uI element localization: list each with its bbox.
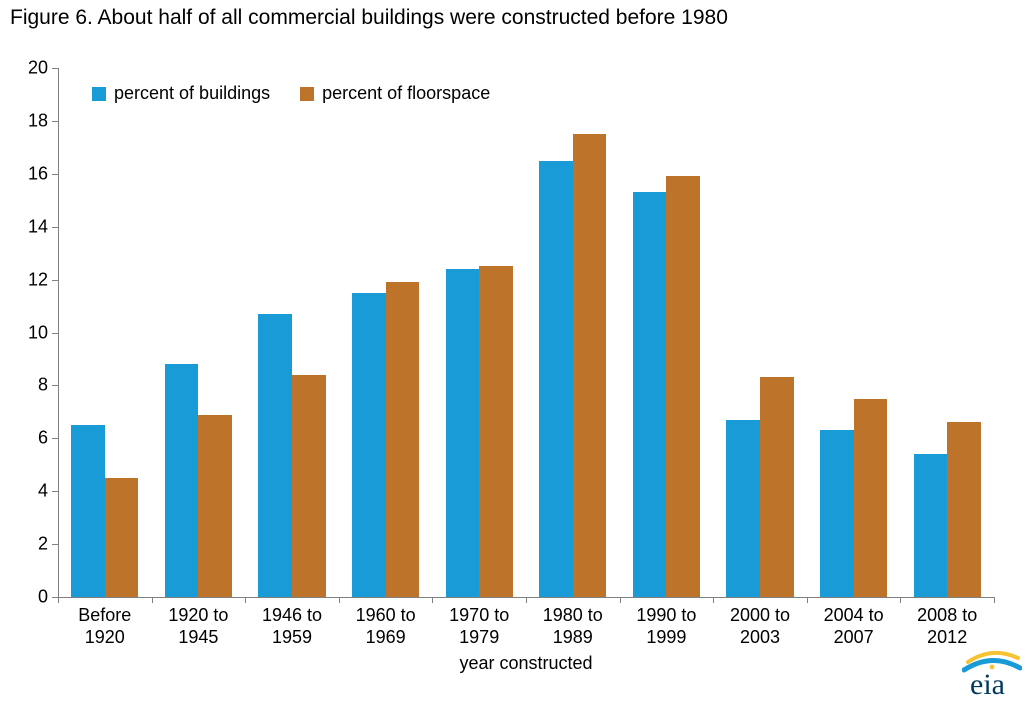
logo-text: eia <box>970 668 1005 700</box>
y-tick-mark <box>52 227 58 228</box>
y-tick-label: 20 <box>14 58 48 79</box>
y-tick-label: 12 <box>14 269 48 290</box>
chart-bar <box>633 192 667 597</box>
y-tick-mark <box>52 385 58 386</box>
chart-bar <box>854 399 888 597</box>
eia-logo: eia <box>962 644 1022 700</box>
x-tick-mark <box>807 597 808 603</box>
chart-title: Figure 6. About half of all commercial b… <box>10 6 728 30</box>
y-tick-label: 4 <box>14 481 48 502</box>
chart-bar <box>666 176 700 597</box>
x-tick-label: 1960 to 1969 <box>339 605 433 648</box>
y-tick-mark <box>52 121 58 122</box>
y-tick-label: 10 <box>14 322 48 343</box>
y-tick-label: 6 <box>14 428 48 449</box>
x-tick-label: 1990 to 1999 <box>620 605 714 648</box>
y-tick-label: 8 <box>14 375 48 396</box>
x-tick-mark <box>900 597 901 603</box>
chart-bar <box>914 454 948 597</box>
x-tick-label: 2008 to 2012 <box>900 605 994 648</box>
chart-bar <box>386 282 420 597</box>
chart-bar <box>539 161 573 597</box>
x-tick-label: 1920 to 1945 <box>152 605 246 648</box>
y-axis-line <box>58 68 59 597</box>
chart-bar <box>165 364 199 597</box>
y-tick-label: 2 <box>14 534 48 555</box>
y-tick-label: 14 <box>14 216 48 237</box>
x-tick-mark <box>152 597 153 603</box>
chart-bar <box>105 478 139 597</box>
chart-bar <box>446 269 480 597</box>
x-tick-mark <box>432 597 433 603</box>
x-tick-mark <box>245 597 246 603</box>
x-tick-mark <box>339 597 340 603</box>
chart-bar <box>820 430 854 597</box>
eia-logo-svg: eia <box>962 644 1022 700</box>
y-tick-label: 0 <box>14 587 48 608</box>
y-tick-mark <box>52 438 58 439</box>
chart-plot-area: 02468101214161820Before 19201920 to 1945… <box>58 68 994 597</box>
x-tick-label: 1970 to 1979 <box>432 605 526 648</box>
chart-bar <box>479 266 513 597</box>
y-tick-mark <box>52 280 58 281</box>
y-tick-mark <box>52 68 58 69</box>
x-tick-label: 1980 to 1989 <box>526 605 620 648</box>
x-tick-mark <box>58 597 59 603</box>
y-tick-mark <box>52 544 58 545</box>
x-tick-label: 2004 to 2007 <box>807 605 901 648</box>
x-tick-label: 2000 to 2003 <box>713 605 807 648</box>
logo-dot-icon <box>990 665 995 670</box>
chart-bar <box>71 425 105 597</box>
y-tick-label: 16 <box>14 163 48 184</box>
y-tick-mark <box>52 491 58 492</box>
chart-bar <box>352 293 386 597</box>
x-tick-mark <box>526 597 527 603</box>
chart-bar <box>198 415 232 598</box>
chart-bar <box>947 422 981 597</box>
x-tick-mark <box>713 597 714 603</box>
x-tick-label: 1946 to 1959 <box>245 605 339 648</box>
x-tick-mark <box>994 597 995 603</box>
y-tick-mark <box>52 174 58 175</box>
chart-bar <box>726 420 760 597</box>
x-tick-mark <box>620 597 621 603</box>
chart-bar <box>760 377 794 597</box>
y-tick-label: 18 <box>14 110 48 131</box>
x-tick-label: Before 1920 <box>58 605 152 648</box>
chart-bar <box>573 134 607 597</box>
chart-bar <box>258 314 292 597</box>
y-tick-mark <box>52 333 58 334</box>
chart-bar <box>292 375 326 597</box>
x-axis-title: year constructed <box>58 653 994 674</box>
